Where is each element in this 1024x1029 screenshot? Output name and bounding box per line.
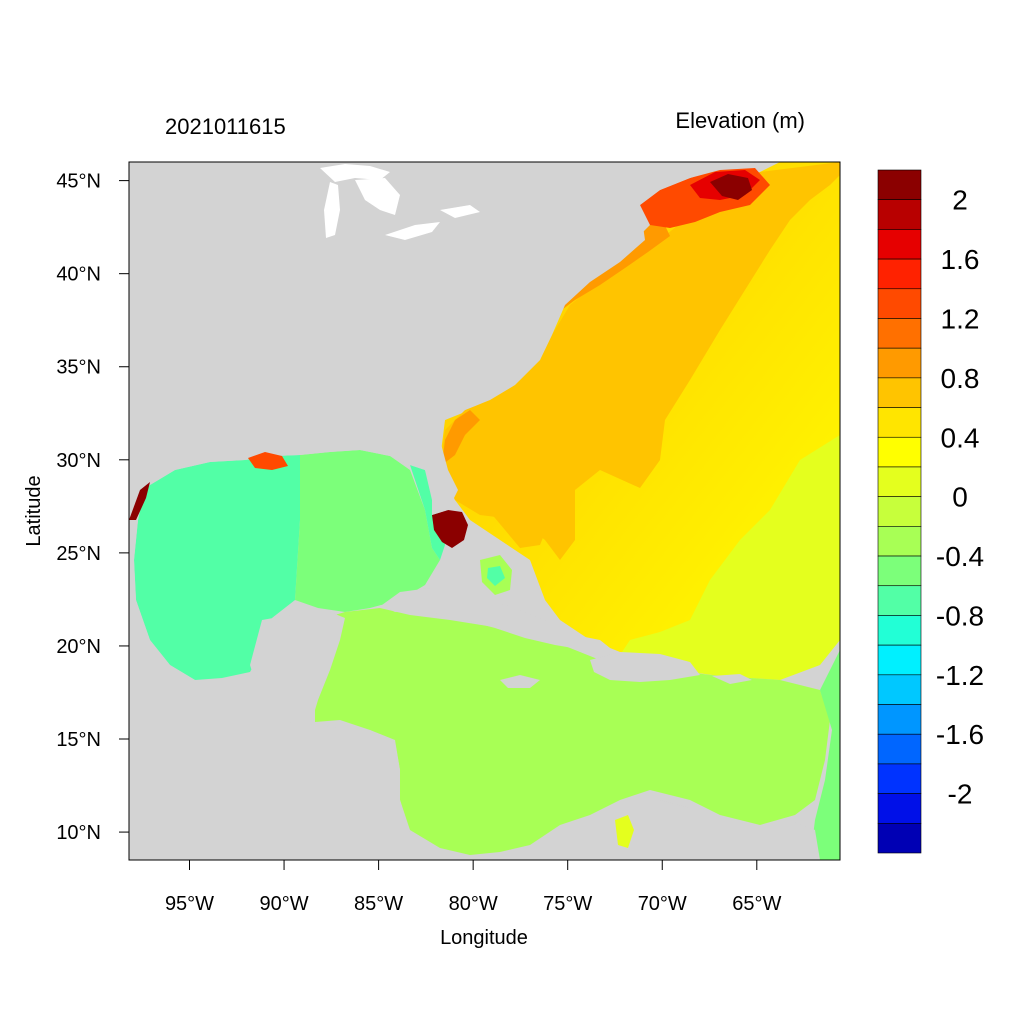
colorbar: 2 1.6 1.2 0.8 0.4 0 -0.4 -0.8 -1.2 -1.6 -2 — [877, 169, 984, 854]
y-tick-label: 45°N — [56, 171, 101, 193]
bahama-shallows — [487, 566, 505, 586]
colorbar-swatch — [877, 615, 922, 646]
eastern-atlantic-region — [620, 435, 840, 680]
lake-michigan — [324, 182, 340, 238]
x-tick-label: 65°W — [732, 893, 781, 915]
colorbar-swatch — [877, 823, 922, 854]
central-america-land — [129, 700, 470, 860]
x-tick-label: 95°W — [165, 893, 214, 915]
y-tick-label: 30°N — [56, 450, 101, 472]
lake-superior — [320, 164, 390, 182]
puerto-rico-land — [712, 674, 752, 684]
x-tick-label: 70°W — [638, 893, 687, 915]
y-tick-label: 10°N — [56, 822, 101, 844]
carolina-coast-strip — [442, 410, 480, 465]
lake-ontario — [440, 205, 480, 218]
cuba-land — [382, 588, 610, 650]
west-florida-shelf — [410, 465, 445, 560]
variable-label: Elevation (m) — [675, 108, 805, 133]
south-america-land — [530, 800, 820, 860]
colorbar-swatch — [877, 555, 922, 587]
gulf-of-mexico-west — [134, 455, 300, 680]
colorbar-swatch — [877, 347, 922, 379]
yucatan-land — [250, 612, 345, 720]
colorbar-swatch — [877, 674, 922, 705]
gulf-of-mexico-east — [295, 450, 440, 612]
colorbar-swatch — [877, 793, 922, 824]
y-axis-title: Latitude — [23, 475, 45, 546]
colorbar-swatch — [877, 288, 922, 319]
colorbar-swatch — [877, 318, 922, 349]
x-tick-label: 75°W — [543, 893, 592, 915]
colorbar-label: -1.6 — [936, 719, 984, 750]
map-panel — [129, 162, 840, 860]
colorbar-label: 0.4 — [941, 422, 980, 453]
colorbar-label: -2 — [948, 779, 973, 810]
colorbar-label: 1.6 — [941, 244, 980, 275]
colorbar-label: 2 — [952, 185, 968, 216]
colorbar-swatch — [877, 496, 922, 527]
colorbar-swatch — [877, 436, 922, 468]
lake-maracaibo — [615, 815, 634, 848]
florida-bay-surge — [432, 510, 468, 548]
colorbar-swatch — [877, 377, 922, 408]
timestamp-label: 2021011615 — [165, 114, 286, 139]
x-tick-label: 90°W — [259, 893, 308, 915]
colorbar-swatch — [877, 644, 922, 676]
colorbar-swatch — [877, 407, 922, 438]
louisiana-marsh-surge — [248, 452, 288, 470]
y-tick-label: 20°N — [56, 636, 101, 658]
map-frame — [128, 161, 841, 861]
x-tick-label: 80°W — [449, 893, 498, 915]
colorbar-swatch — [877, 763, 922, 794]
colorbar-label: 0 — [952, 482, 968, 513]
eastern-caribbean-strip — [810, 650, 840, 860]
colorbar-swatch — [877, 199, 922, 230]
colorbar-swatch — [877, 526, 922, 557]
colorbar-swatch — [877, 169, 922, 200]
colorbar-swatch — [877, 229, 922, 260]
y-tick-label: 15°N — [56, 729, 101, 751]
y-tick-label: 25°N — [56, 543, 101, 565]
jamaica-land — [500, 675, 540, 688]
colorbar-swatch — [877, 733, 922, 765]
lake-huron — [355, 178, 400, 215]
y-axis: 45°N 40°N 35°N 30°N 25°N 20°N 15°N 10°N — [56, 171, 129, 844]
colorbar-swatch — [877, 704, 922, 735]
y-tick-label: 40°N — [56, 264, 101, 286]
colorbar-label: -1.2 — [936, 660, 984, 691]
colorbar-swatch — [877, 466, 922, 497]
bay-of-fundy-peak — [710, 174, 752, 200]
x-tick-label: 85°W — [354, 893, 403, 915]
bahamas-bank — [480, 488, 550, 548]
caribbean-sea — [315, 608, 830, 855]
colorbar-label: 0.8 — [941, 363, 980, 394]
colorbar-swatch — [877, 585, 922, 616]
lake-erie — [385, 222, 440, 240]
colorbar-label: 1.2 — [941, 303, 980, 334]
mexico-gulf-coast-land — [129, 450, 200, 700]
x-axis: 95°W 90°W 85°W 80°W 75°W 70°W 65°W — [165, 860, 781, 915]
texas-coast-surge — [129, 482, 150, 520]
y-tick-label: 35°N — [56, 357, 101, 379]
atlantic-coastal-band — [440, 162, 840, 560]
colorbar-label: -0.8 — [936, 600, 984, 631]
hispaniola-land — [590, 652, 700, 682]
colorbar-label: -0.4 — [936, 541, 984, 572]
colorbar-swatch — [877, 258, 922, 290]
us-gulf-coast-land — [129, 162, 760, 515]
x-axis-title: Longitude — [440, 927, 528, 949]
